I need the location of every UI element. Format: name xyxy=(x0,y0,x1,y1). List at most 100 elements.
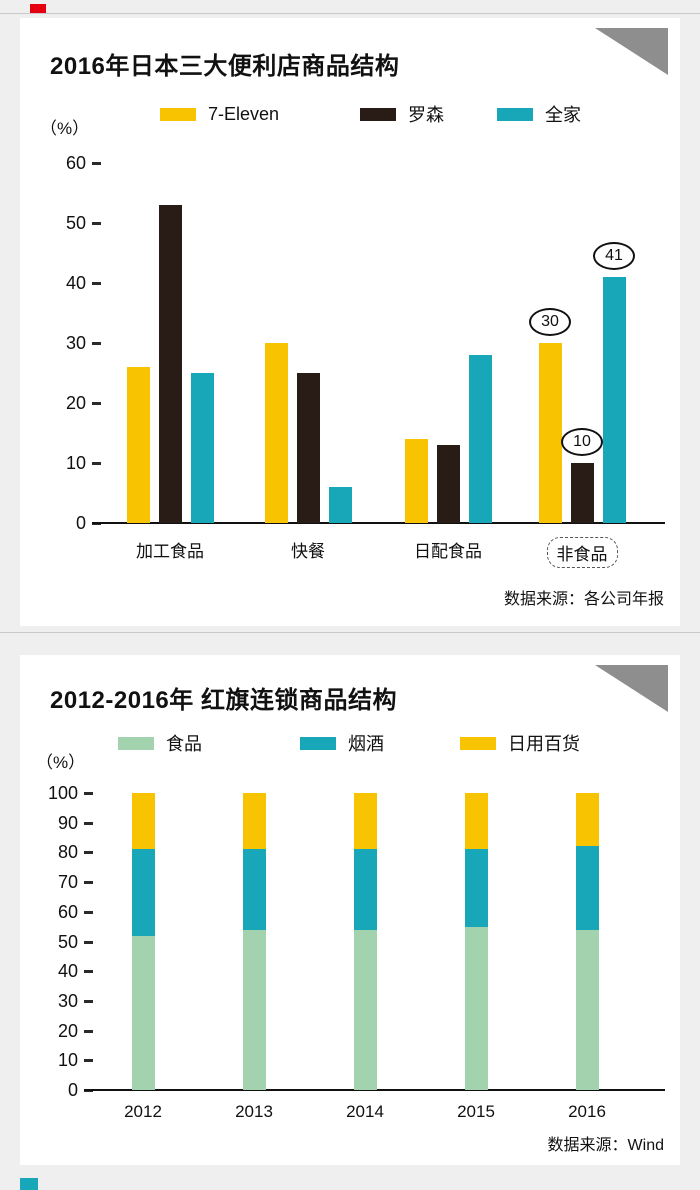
stacked-bar-chart: 食品 烟酒 日用百货 0 10 20 30 40 50 60 70 80 90 100 2012 2013 20… xyxy=(20,655,680,1165)
y-tick-label: 50 xyxy=(65,213,86,233)
y-tick-mark xyxy=(84,881,93,885)
value-annotation: 30 xyxy=(529,308,571,336)
bar-segment xyxy=(131,793,155,850)
y-tick-mark xyxy=(84,1059,93,1063)
y-tick-mark xyxy=(92,162,101,165)
y-tick-mark xyxy=(84,910,93,914)
y-tick-mark xyxy=(92,282,101,285)
y-tick-mark xyxy=(84,1029,93,1033)
y-tick-label: 40 xyxy=(57,961,78,982)
bar xyxy=(602,277,626,523)
bar-segment xyxy=(242,929,266,1090)
bar xyxy=(468,355,492,523)
value-annotation: 41 xyxy=(593,242,635,270)
bar xyxy=(296,373,320,523)
y-tick-mark xyxy=(84,821,93,825)
y-tick-label: 90 xyxy=(57,812,78,833)
unit-label: （%） xyxy=(40,119,90,138)
y-tick-mark xyxy=(92,462,101,465)
legend-item: 罗森 xyxy=(360,105,444,125)
unit-label: （%） xyxy=(36,753,86,772)
y-tick-mark xyxy=(84,970,93,974)
bar xyxy=(126,367,150,523)
bar xyxy=(158,205,182,523)
source-note: 数据来源：各公司年报 xyxy=(503,591,664,608)
bar-segment xyxy=(131,849,155,936)
bar xyxy=(538,343,562,523)
legend-item: 食品 xyxy=(118,734,202,754)
x-category-label: 非食品 xyxy=(522,537,642,568)
y-tick-mark xyxy=(92,222,101,225)
dashed-highlight: 非食品 xyxy=(546,537,618,568)
bar xyxy=(404,439,428,523)
x-category-label: 2014 xyxy=(346,1102,384,1121)
bar-segment xyxy=(575,793,599,847)
y-tick-mark xyxy=(84,792,93,795)
y-tick-label: 50 xyxy=(57,931,78,952)
y-tick-label: 60 xyxy=(57,901,78,922)
bar xyxy=(570,463,594,523)
bar-segment xyxy=(353,849,377,930)
y-tick-label: 100 xyxy=(47,783,78,803)
y-tick-label: 10 xyxy=(65,453,86,473)
y-tick-label: 0 xyxy=(75,513,86,533)
legend-label: 罗森 xyxy=(408,105,444,125)
bar-segment xyxy=(464,849,488,927)
bar-segment xyxy=(131,935,155,1090)
legend-label: 7-Eleven xyxy=(208,103,280,124)
bar-segment xyxy=(575,929,599,1090)
legend-swatch xyxy=(460,736,496,750)
legend-swatch xyxy=(118,736,154,750)
legend-item: 烟酒 xyxy=(300,734,384,754)
bar-segment xyxy=(353,929,377,1090)
y-tick-label: 30 xyxy=(65,333,86,353)
x-category-label: 2016 xyxy=(568,1102,606,1121)
legend-item: 日用百货 xyxy=(460,734,580,754)
legend-label: 烟酒 xyxy=(348,734,384,754)
bar xyxy=(190,373,214,523)
legend-label: 食品 xyxy=(166,734,202,754)
legend-swatch xyxy=(300,736,336,750)
legend-label: 日用百货 xyxy=(508,734,580,754)
bar-segment xyxy=(575,846,599,930)
x-category-label: 2012 xyxy=(124,1102,162,1121)
chart-card-japan-convenience: 2016年日本三大便利店商品结构 （%） 7-Eleven 罗森 全家 0 10 20 30… xyxy=(20,18,680,626)
bar xyxy=(328,487,352,523)
red-accent-mark xyxy=(30,4,46,13)
legend-swatch xyxy=(497,107,533,121)
y-tick-label: 80 xyxy=(57,842,78,863)
x-category-label: 加工食品 xyxy=(136,542,204,561)
y-tick-label: 10 xyxy=(57,1050,78,1071)
y-tick-mark xyxy=(84,940,93,944)
value-annotation: 10 xyxy=(561,428,603,456)
bar xyxy=(264,343,288,523)
y-tick-label: 30 xyxy=(57,990,78,1011)
x-category-label: 日配食品 xyxy=(414,542,482,561)
y-tick-label: 0 xyxy=(67,1080,78,1100)
chart-title: 2012-2016年 红旗连锁商品结构 xyxy=(50,687,397,714)
legend-item: 全家 xyxy=(497,105,581,125)
bar-segment xyxy=(353,793,377,850)
x-axis-line xyxy=(84,1089,665,1091)
y-tick-mark xyxy=(92,342,101,345)
legend-item: 7-Eleven xyxy=(160,103,280,124)
y-tick-label: 20 xyxy=(57,1020,78,1041)
source-note: 数据来源：Wind xyxy=(547,1137,664,1154)
x-category-label: 快餐 xyxy=(291,542,325,561)
y-tick-label: 20 xyxy=(65,393,86,413)
legend-swatch xyxy=(360,107,396,121)
teal-accent-mark xyxy=(20,1178,38,1190)
x-category-label: 2015 xyxy=(457,1102,495,1121)
y-tick-mark xyxy=(84,999,93,1003)
y-tick-mark xyxy=(84,851,93,855)
y-tick-label: 60 xyxy=(65,153,86,173)
x-axis-line xyxy=(92,522,665,524)
bar-segment xyxy=(242,793,266,850)
bar xyxy=(436,445,460,523)
y-tick-label: 40 xyxy=(65,273,86,293)
grouped-bar-chart: 7-Eleven 罗森 全家 0 10 20 30 40 50 60 加工食品 快餐 日配食品 非食品 30… xyxy=(20,18,680,626)
mid-divider xyxy=(0,632,700,633)
bar-segment xyxy=(464,793,488,850)
chart-card-hongqi-chain: 2012-2016年 红旗连锁商品结构 （%） 食品 烟酒 日用百货 0 10 20 30 4… xyxy=(20,655,680,1165)
bar-segment xyxy=(242,849,266,930)
